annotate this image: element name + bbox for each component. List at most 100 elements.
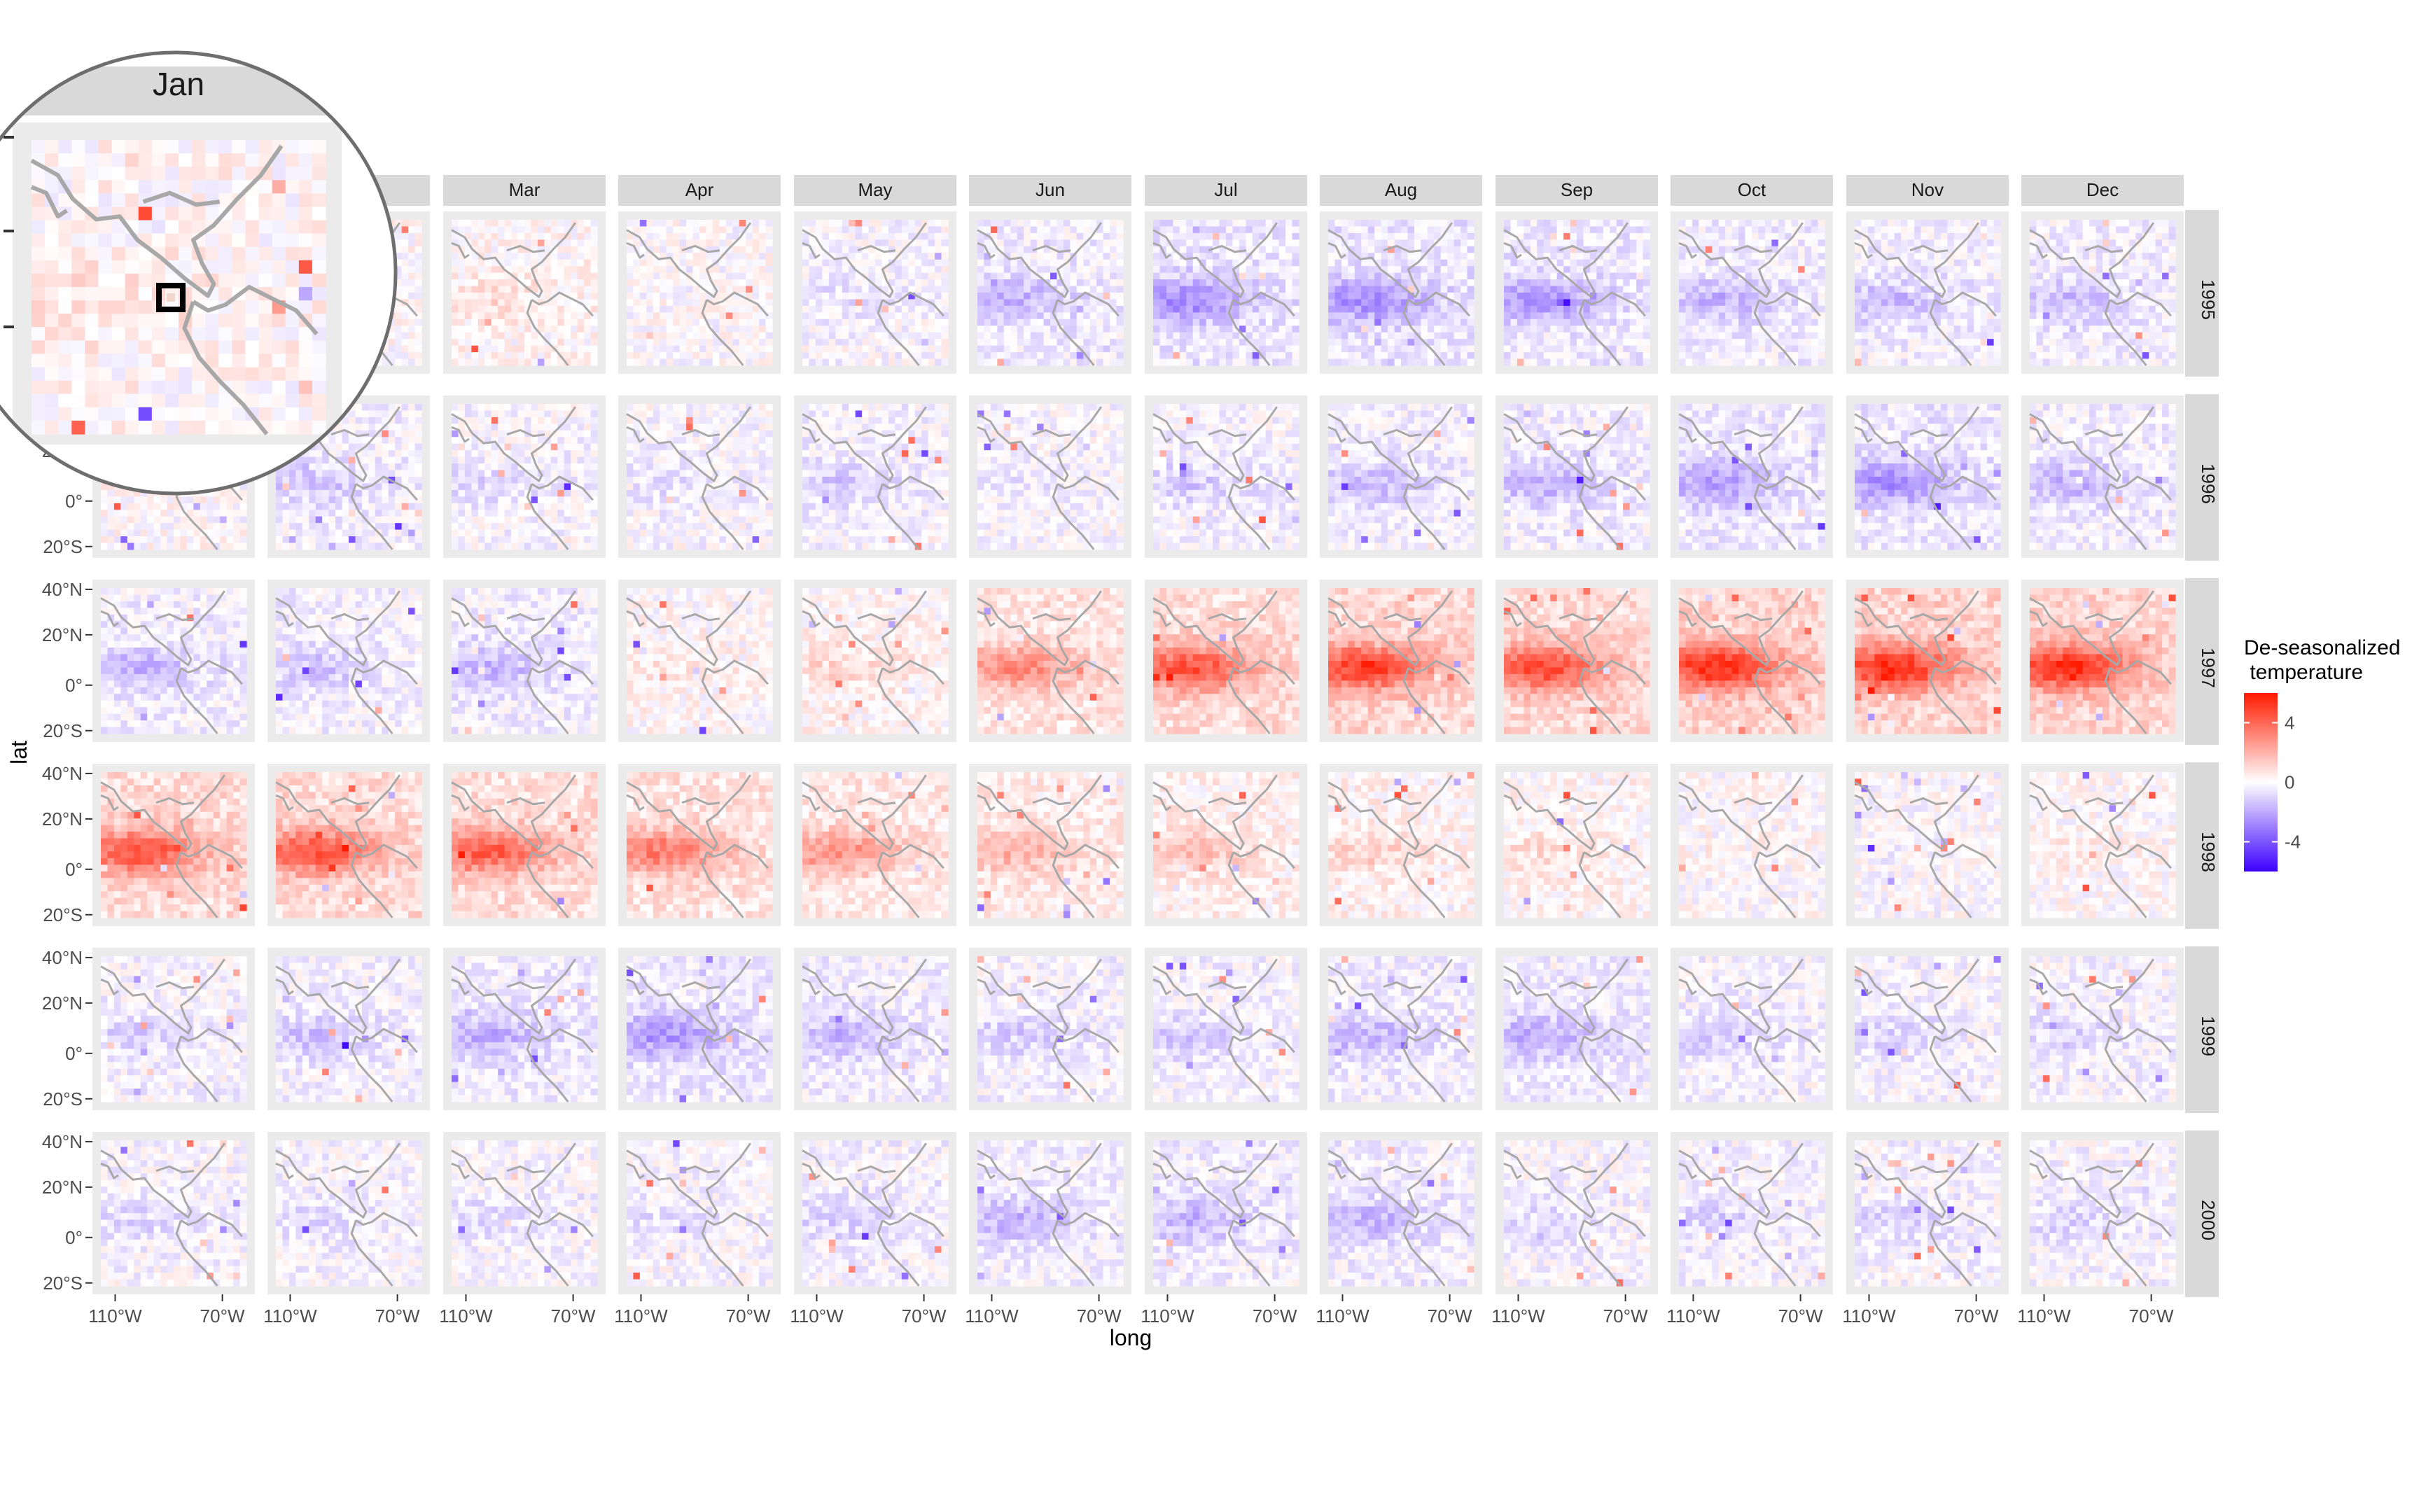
y-tick-label: 20°S: [43, 904, 83, 925]
x-tick-label: 110°W: [614, 1306, 668, 1326]
heatmap-panel-1995-oct: [1671, 211, 1833, 374]
facet-strip-mar: Mar: [443, 175, 606, 206]
x-tick-label: 70°W: [1253, 1306, 1297, 1326]
heatmap-panel-1997-jan: [92, 580, 255, 742]
x-tick-label: 70°W: [1428, 1306, 1472, 1326]
heatmap-panel-1998-nov: [1846, 764, 2009, 926]
heatmap-panel-1997-apr: [618, 580, 781, 742]
heatmap-panel-1998-may: [794, 764, 956, 926]
heatmap-panel-1997-may: [794, 580, 956, 742]
heatmap-panel-1996-mar: [443, 396, 606, 558]
heatmap-panel-2000-sep: [1496, 1132, 1658, 1294]
heatmap-panel-1999-sep: [1496, 948, 1658, 1110]
heatmap-panel-1998-jun: [969, 764, 1131, 926]
heatmap-panel-1995-nov: [1846, 211, 2009, 374]
heatmap-panel-1996-aug: [1320, 396, 1482, 558]
heatmap-panel-2000-oct: [1671, 1132, 1833, 1294]
heatmap-panel-1999-jun: [969, 948, 1131, 1110]
heatmap-panel-1996-oct: [1671, 396, 1833, 558]
facet-strip-jul: Jul: [1145, 175, 1307, 206]
heatmap-panel-1999-jan: [92, 948, 255, 1110]
heatmap-panel-1999-aug: [1320, 948, 1482, 1110]
x-tick-label: 70°W: [375, 1306, 420, 1326]
heatmap-panel-1998-oct: [1671, 764, 1833, 926]
y-tick-label: 40°N: [42, 579, 83, 600]
color-legend: De-seasonalized temperature 4 0 -4: [2244, 636, 2400, 872]
y-tick-label: 20°S: [43, 1273, 83, 1294]
x-tick-label: 110°W: [263, 1306, 317, 1326]
x-axis-title: long: [1110, 1325, 1152, 1350]
heatmap-panel-1998-sep: [1496, 764, 1658, 926]
facet-strip-nov: Nov: [1846, 175, 2009, 206]
heatmap-panel-1998-jul: [1145, 764, 1307, 926]
facet-strip-apr: Apr: [618, 175, 781, 206]
heatmap-panel-1998-feb: [267, 764, 430, 926]
heatmap-panel-1999-oct: [1671, 948, 1833, 1110]
x-tick-label: 70°W: [551, 1306, 596, 1326]
heatmap-panel-1999-dec: [2021, 948, 2184, 1110]
zoom-strip-label: Jan: [153, 66, 204, 102]
svg-text:Apr: Apr: [685, 179, 714, 200]
svg-text:May: May: [858, 179, 892, 200]
y-tick-label: 0°: [65, 675, 83, 696]
heatmap-panel-1997-mar: [443, 580, 606, 742]
y-tick-label: 40°N: [42, 1131, 83, 1152]
x-tick-label: 70°W: [1778, 1306, 1823, 1326]
heatmap-panel-1996-jul: [1145, 396, 1307, 558]
y-tick-label: 0°: [65, 1043, 83, 1064]
svg-text:Jun: Jun: [1036, 179, 1065, 200]
heatmap-panel-1999-jul: [1145, 948, 1307, 1110]
heatmap-panel-2000-apr: [618, 1132, 781, 1294]
x-tick-label: 110°W: [1666, 1306, 1720, 1326]
y-tick-label: 20°N: [42, 993, 83, 1014]
heatmap-panel-1997-oct: [1671, 580, 1833, 742]
y-tick-label: 0°: [65, 859, 83, 880]
y-tick-label: 20°N: [42, 624, 83, 645]
svg-text:Oct: Oct: [1738, 179, 1766, 200]
y-tick-label: 20°S: [43, 536, 83, 557]
y-tick-label: 20°N: [42, 1177, 83, 1198]
x-tick-label: 110°W: [1491, 1306, 1545, 1326]
legend-tick-label: -4: [2285, 832, 2301, 853]
heatmap-panel-1999-nov: [1846, 948, 2009, 1110]
heatmap-panel-2000-aug: [1320, 1132, 1482, 1294]
heatmap-panel-1997-nov: [1846, 580, 2009, 742]
x-tick-label: 110°W: [1316, 1306, 1369, 1326]
heatmap-panel-1996-apr: [618, 396, 781, 558]
heatmap-panel-1997-sep: [1496, 580, 1658, 742]
facet-strip-1998: 1998: [2185, 762, 2219, 929]
heatmap-panel-1996-nov: [1846, 396, 2009, 558]
heatmap-panel-2000-jul: [1145, 1132, 1307, 1294]
y-tick-label: 40°N: [42, 763, 83, 784]
y-tick-label: 0°: [65, 491, 83, 512]
legend-tick-label: 0: [2285, 772, 2294, 793]
x-tick-label: 70°W: [200, 1306, 245, 1326]
heatmap-panel-1999-mar: [443, 948, 606, 1110]
facet-strip-oct: Oct: [1671, 175, 1833, 206]
heatmap-panel-1997-jul: [1145, 580, 1307, 742]
facet-strip-1997: 1997: [2185, 578, 2219, 745]
heatmap-panel-1997-feb: [267, 580, 430, 742]
svg-text:Jul: Jul: [1214, 179, 1237, 200]
facet-strip-jun: Jun: [969, 175, 1131, 206]
heatmap-panel-1995-may: [794, 211, 956, 374]
x-tick-label: 110°W: [439, 1306, 493, 1326]
svg-text:Dec: Dec: [2086, 179, 2119, 200]
heatmap-panel-2000-dec: [2021, 1132, 2184, 1294]
legend-title-line1: De-seasonalized: [2244, 636, 2400, 659]
heatmap-panel-1997-aug: [1320, 580, 1482, 742]
y-axis-title: lat: [6, 741, 32, 764]
heatmap-panel-1998-aug: [1320, 764, 1482, 926]
x-tick-label: 110°W: [1141, 1306, 1194, 1326]
x-tick-label: 70°W: [726, 1306, 771, 1326]
heatmap-panel-1995-aug: [1320, 211, 1482, 374]
heatmap-panel-1998-mar: [443, 764, 606, 926]
heatmap-panel-1999-may: [794, 948, 956, 1110]
x-tick-label: 70°W: [1603, 1306, 1648, 1326]
facet-strip-2000: 2000: [2185, 1130, 2219, 1297]
x-tick-label: 70°W: [2129, 1306, 2174, 1326]
heatmap-panel-1995-jul: [1145, 211, 1307, 374]
heatmap-panel-1996-jun: [969, 396, 1131, 558]
facet-strip-1999: 1999: [2185, 946, 2219, 1113]
